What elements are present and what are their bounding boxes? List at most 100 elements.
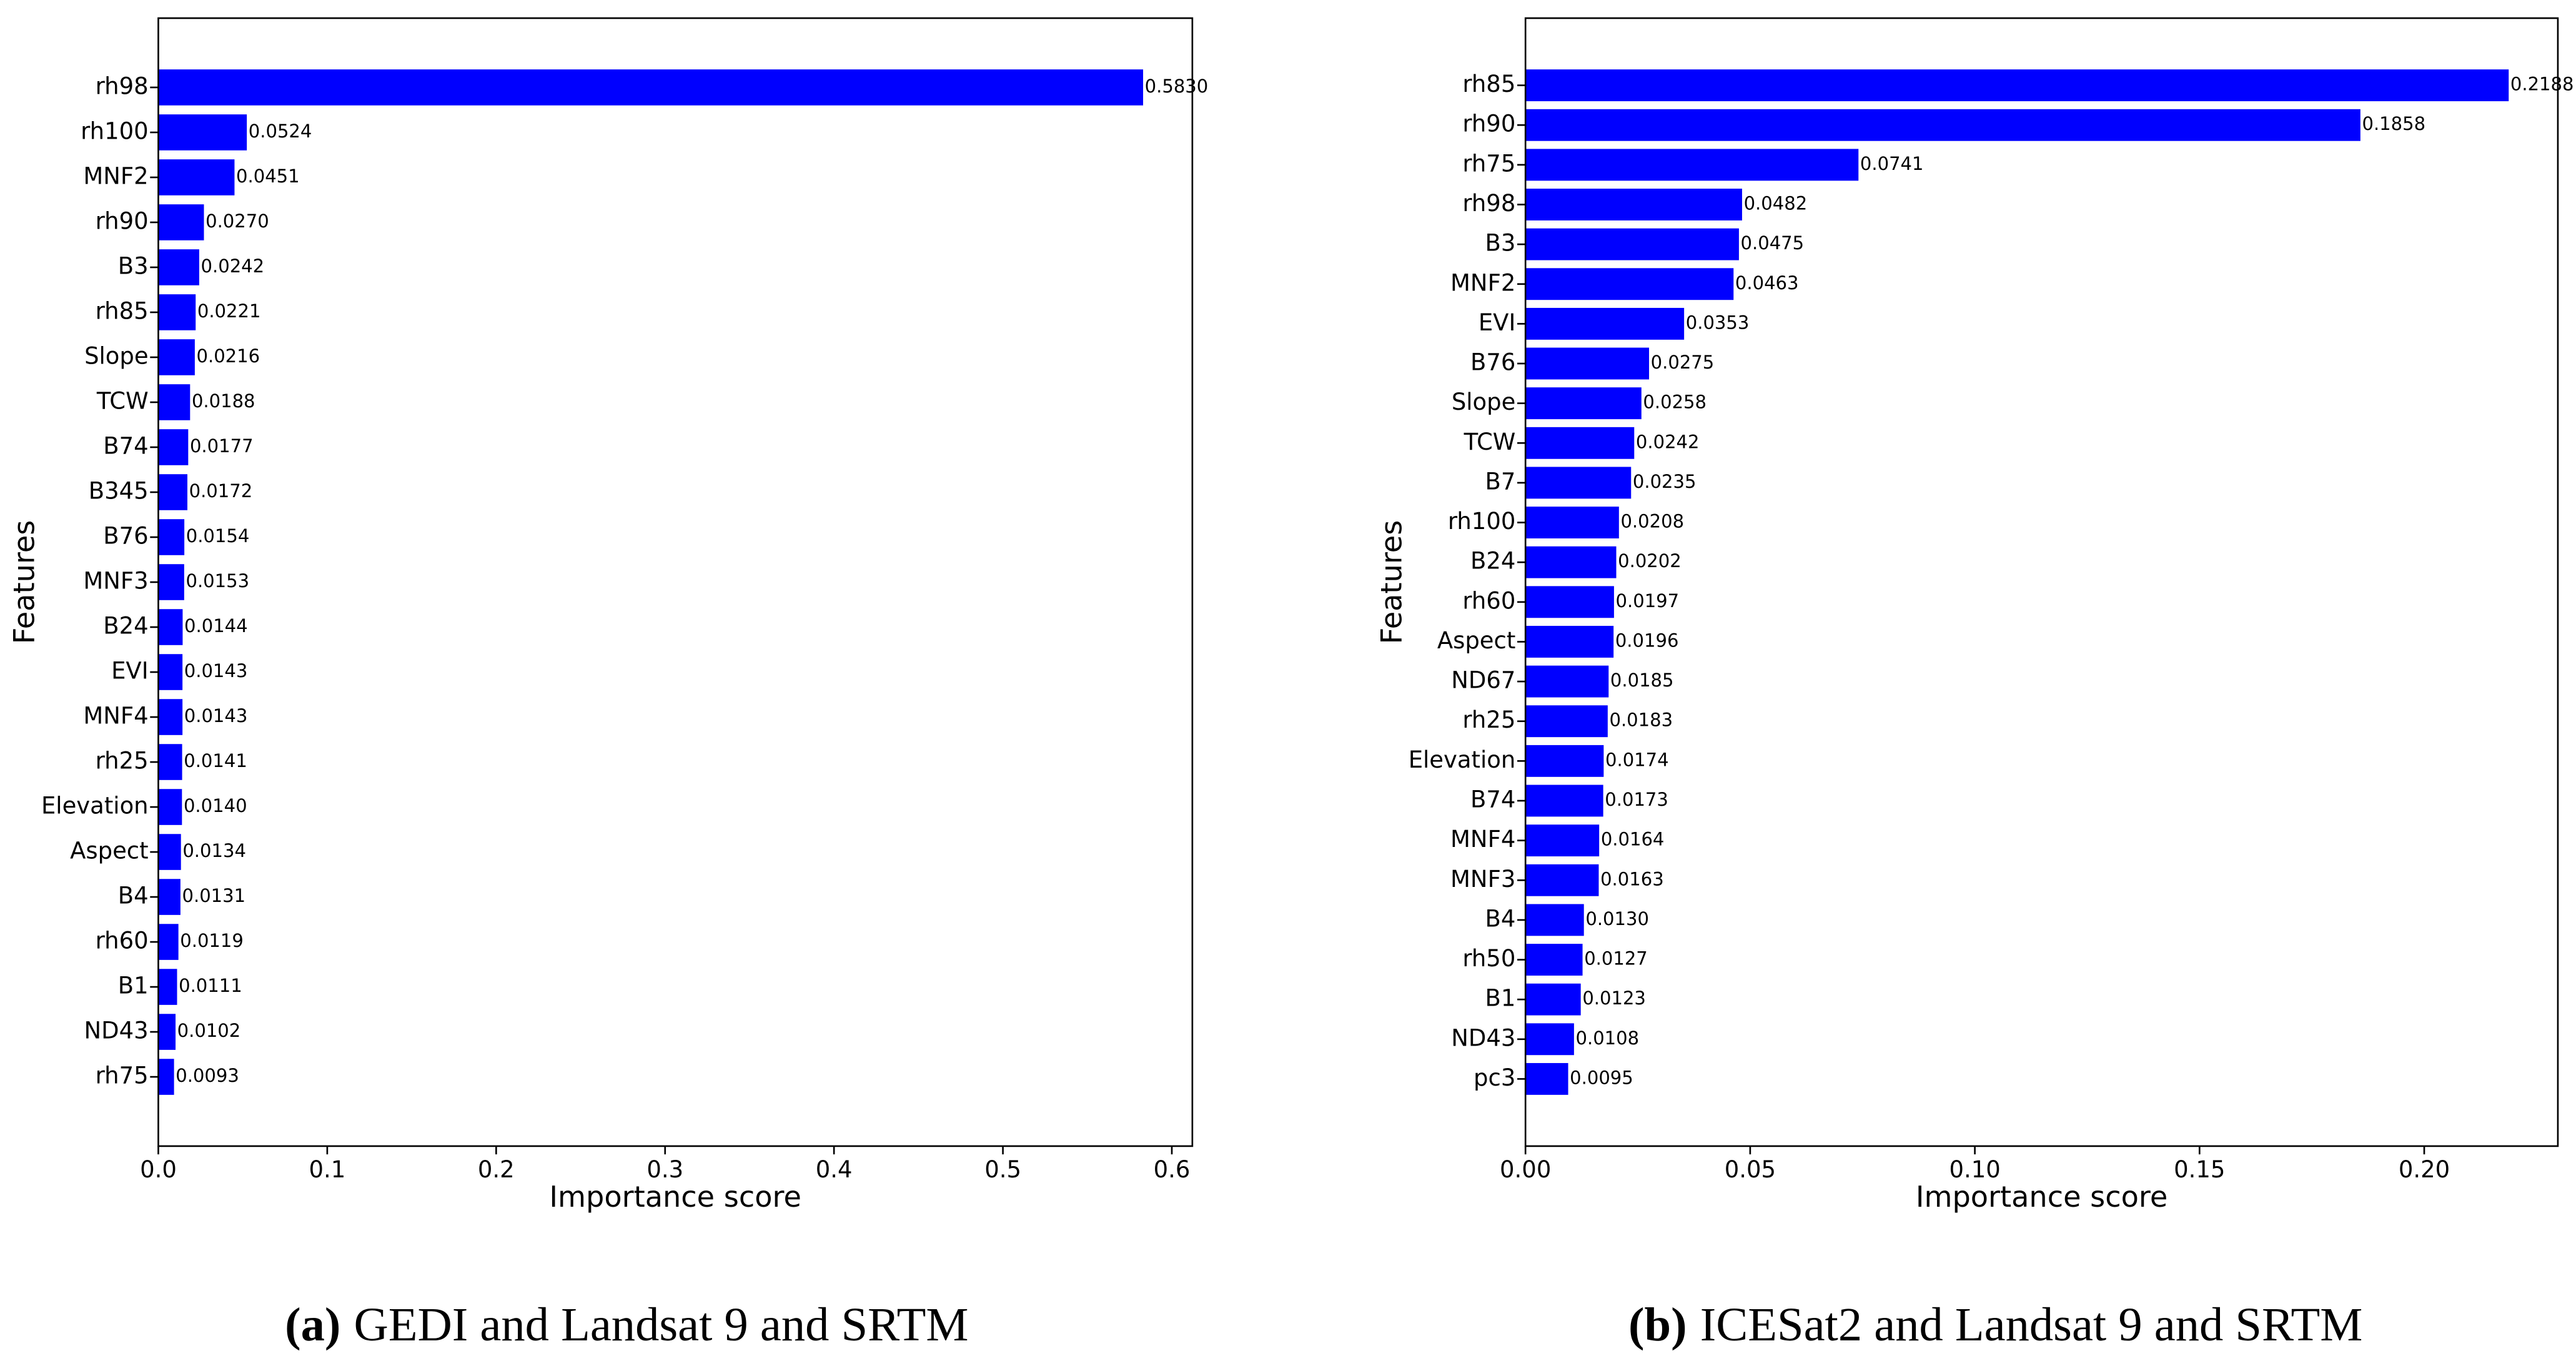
y-tick-label: TCW — [1464, 428, 1516, 455]
bar — [158, 204, 204, 240]
bar — [158, 609, 183, 645]
caption-label: (a) — [285, 1298, 340, 1351]
bar — [158, 699, 183, 735]
y-tick-label: B345 — [89, 478, 149, 505]
y-tick-label: MNF2 — [1450, 269, 1515, 296]
value-label: 0.0185 — [1610, 670, 1674, 691]
y-tick-label: Slope — [1452, 389, 1516, 415]
value-label: 0.0197 — [1616, 590, 1680, 611]
x-tick-label: 0.05 — [1725, 1156, 1776, 1183]
bar — [1525, 69, 2509, 102]
bar — [1525, 626, 1614, 658]
value-label: 0.0242 — [1636, 431, 1700, 452]
y-tick-label: B7 — [1485, 468, 1515, 495]
value-label: 0.0475 — [1741, 232, 1805, 254]
value-label: 0.0134 — [182, 840, 246, 861]
y-tick-label: rh85 — [1462, 71, 1515, 97]
value-label: 0.0196 — [1615, 630, 1679, 651]
y-tick-label: MNF4 — [1450, 826, 1515, 853]
value-label: 0.0144 — [184, 615, 248, 636]
x-tick-label: 0.3 — [646, 1156, 683, 1183]
value-label: 0.0174 — [1605, 749, 1669, 770]
bar — [158, 519, 185, 555]
value-label: 0.0127 — [1584, 948, 1648, 969]
bar — [1525, 784, 1603, 817]
bar — [1525, 983, 1581, 1016]
y-tick-label: B3 — [118, 252, 149, 279]
value-label: 0.0095 — [1570, 1067, 1633, 1088]
caption-text: ICESat2 and Landsat 9 and SRTM — [1700, 1298, 2363, 1351]
y-tick-label: Elevation — [41, 793, 149, 819]
y-tick-label: rh75 — [1462, 150, 1515, 177]
y-tick-label: MNF4 — [83, 703, 148, 730]
x-tick-label: 0.10 — [1949, 1156, 2000, 1183]
bar — [158, 339, 195, 375]
value-label: 0.0140 — [184, 795, 247, 816]
y-tick-label: MNF3 — [1450, 866, 1515, 893]
y-tick-label: rh100 — [81, 117, 149, 144]
bar — [158, 474, 187, 510]
value-label: 0.0208 — [1620, 511, 1684, 532]
x-tick-label: 0.0 — [140, 1156, 177, 1183]
bar — [1525, 904, 1584, 936]
value-label: 0.0111 — [179, 975, 242, 996]
bar — [1525, 109, 2361, 141]
y-tick-label: B76 — [1470, 349, 1515, 376]
value-label: 0.0119 — [180, 930, 244, 951]
plot-frame — [157, 17, 1194, 1147]
value-label: 0.0163 — [1600, 868, 1664, 889]
value-label: 0.0173 — [1605, 789, 1668, 810]
bar — [1525, 546, 1617, 578]
bar — [1525, 586, 1614, 618]
y-tick-label: rh25 — [96, 748, 149, 775]
bar — [1525, 944, 1583, 976]
bar — [158, 114, 247, 151]
bar — [158, 159, 235, 195]
bar — [158, 384, 191, 420]
value-label: 0.0093 — [176, 1065, 239, 1086]
x-axis-label: Importance score — [549, 1180, 801, 1214]
value-label: 0.0143 — [184, 705, 248, 726]
y-tick-label: rh60 — [96, 928, 149, 954]
y-tick-label: EVI — [1479, 309, 1516, 336]
y-tick-label: Aspect — [70, 838, 149, 864]
y-tick-label: B4 — [1485, 905, 1515, 932]
bar — [1525, 228, 1739, 260]
y-tick-label: ND43 — [1451, 1024, 1515, 1051]
bar — [1525, 347, 1650, 380]
y-tick-label: rh98 — [1462, 190, 1515, 217]
bar — [1525, 745, 1604, 777]
bar — [158, 879, 181, 915]
y-tick-label: TCW — [96, 387, 149, 414]
value-label: 0.0221 — [197, 300, 261, 322]
y-tick-label: rh25 — [1462, 706, 1515, 733]
y-tick-label: B1 — [1485, 985, 1515, 1012]
value-label: 0.0141 — [184, 750, 247, 771]
value-label: 0.0154 — [186, 525, 250, 547]
value-label: 0.0258 — [1643, 392, 1707, 413]
y-tick-label: rh100 — [1448, 508, 1516, 535]
y-tick-label: MNF3 — [83, 568, 148, 595]
bar — [158, 564, 184, 600]
value-label: 0.2188 — [2510, 74, 2574, 95]
value-label: 0.0463 — [1735, 272, 1799, 294]
value-label: 0.5830 — [1145, 76, 1209, 97]
value-label: 0.0242 — [201, 255, 265, 277]
x-tick-label: 0.00 — [1500, 1156, 1551, 1183]
y-tick-label: B76 — [103, 523, 148, 550]
y-tick-label: EVI — [111, 658, 149, 685]
value-label: 0.0235 — [1633, 471, 1697, 492]
y-axis-label: Features — [7, 520, 41, 645]
value-label: 0.0353 — [1686, 312, 1750, 333]
y-tick-label: rh50 — [1462, 945, 1515, 972]
y-tick-label: pc3 — [1474, 1064, 1515, 1091]
bar — [158, 834, 181, 870]
y-tick-label: Aspect — [1437, 627, 1516, 654]
y-tick-label: rh75 — [96, 1062, 149, 1089]
value-label: 0.0153 — [186, 570, 249, 591]
bar — [158, 789, 182, 825]
caption-label: (b) — [1628, 1298, 1687, 1351]
value-label: 0.0143 — [184, 660, 248, 681]
x-tick-label: 0.2 — [478, 1156, 515, 1183]
